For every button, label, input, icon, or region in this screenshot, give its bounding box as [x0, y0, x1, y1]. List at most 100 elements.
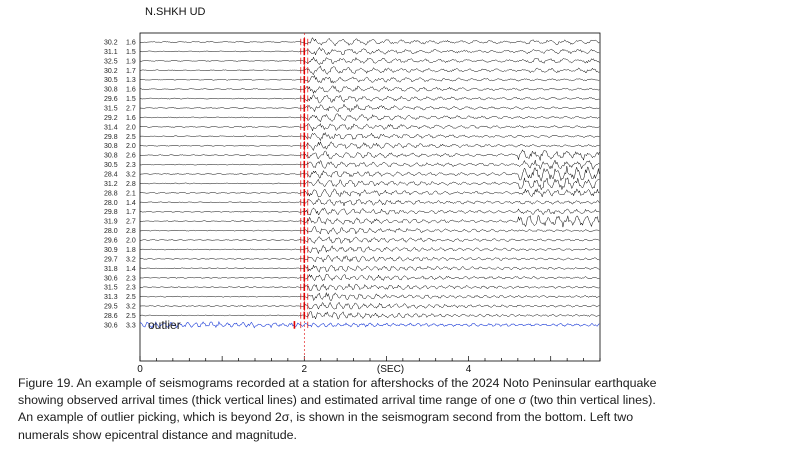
seismogram-trace [139, 273, 600, 282]
magnitude-label: 2.7 [126, 106, 136, 113]
magnitude-label: 1.6 [126, 115, 136, 122]
figure-caption: Figure 19. An example of seismograms rec… [18, 375, 788, 444]
x-tick-label: 4 [466, 364, 472, 375]
magnitude-label: 2.5 [126, 313, 136, 320]
seismogram-trace [139, 46, 600, 56]
magnitude-label: 2.8 [126, 181, 136, 188]
x-tick-label: 2 [302, 364, 308, 375]
distance-label: 30.8 [104, 143, 118, 150]
seismogram-trace [139, 65, 600, 76]
seismogram-trace [140, 264, 600, 273]
magnitude-label: 1.5 [126, 96, 136, 103]
station-label: N.SHKH UD [145, 6, 206, 18]
seismogram-trace [139, 225, 600, 235]
outlier-trace [139, 320, 600, 329]
magnitude-label: 3.3 [126, 322, 136, 329]
distance-label: 31.5 [104, 285, 118, 292]
magnitude-label: 2.0 [126, 143, 136, 150]
seismogram-trace [139, 56, 600, 66]
distance-label: 31.8 [104, 266, 118, 273]
magnitude-label: 1.4 [126, 200, 136, 207]
distance-label: 30.6 [104, 275, 118, 282]
distance-label: 30.5 [104, 77, 118, 84]
seismogram-trace [139, 292, 600, 302]
seismogram-trace [139, 198, 600, 207]
distance-label: 29.5 [104, 304, 118, 311]
distance-label: 29.7 [104, 256, 118, 263]
seismogram-trace [140, 74, 600, 84]
distance-label: 31.9 [104, 219, 118, 226]
distance-label: 30.5 [104, 162, 118, 169]
seismogram-trace [139, 207, 600, 216]
distance-label: 30.8 [104, 87, 118, 94]
distance-label: 29.2 [104, 115, 118, 122]
distance-label: 29.6 [104, 238, 118, 245]
seismogram-trace [139, 141, 600, 152]
magnitude-label: 2.0 [126, 124, 136, 131]
distance-label: 31.4 [104, 124, 118, 131]
magnitude-label: 3.2 [126, 256, 136, 263]
magnitude-label: 1.8 [126, 247, 136, 254]
magnitude-label: 1.4 [126, 266, 136, 273]
distance-label: 30.2 [104, 40, 118, 47]
seismogram-trace [139, 113, 600, 123]
distance-label: 30.2 [104, 68, 118, 75]
seismogram-trace [139, 159, 600, 170]
magnitude-label: 2.0 [126, 238, 136, 245]
outlier-label: outlier [148, 318, 181, 332]
seismogram-trace [139, 244, 600, 255]
caption-line: showing observed arrival times (thick ve… [18, 393, 656, 408]
seismogram-trace [139, 131, 600, 142]
distance-label: 28.8 [104, 190, 118, 197]
seismogram-trace [139, 176, 600, 191]
distance-label: 28.0 [104, 228, 118, 235]
seismogram-trace [139, 122, 600, 132]
seismogram-trace [139, 103, 600, 113]
distance-label: 28.4 [104, 172, 118, 179]
seismogram-trace [139, 94, 600, 104]
magnitude-label: 1.7 [126, 68, 136, 75]
magnitude-label: 1.3 [126, 77, 136, 84]
distance-label: 32.5 [104, 58, 118, 65]
magnitude-label: 1.7 [126, 209, 136, 216]
distance-label: 28.6 [104, 313, 118, 320]
caption-line: Figure 19. An example of seismograms rec… [18, 376, 657, 390]
distance-label: 31.1 [104, 49, 118, 56]
caption-line: An example of outlier picking, which is … [18, 410, 634, 425]
seismogram-trace [139, 187, 600, 198]
magnitude-label: 2.6 [126, 153, 136, 160]
magnitude-label: 2.3 [126, 285, 136, 292]
magnitude-label: 2.3 [126, 275, 136, 282]
caption-line: numerals show epicentral distance and ma… [18, 427, 297, 442]
seismogram-trace [139, 236, 600, 244]
magnitude-label: 2.8 [126, 228, 136, 235]
distance-label: 30.6 [104, 322, 118, 329]
magnitude-label: 3.2 [126, 172, 136, 179]
x-axis-label: (SEC) [377, 364, 404, 375]
magnitude-label: 1.5 [126, 49, 136, 56]
magnitude-label: 1.9 [126, 58, 136, 65]
seismogram-chart: 0 2 4 (SEC) 30.2 1.6 31.1 1.5 32.5 1.9 30.2 1.7 30.5… [104, 32, 601, 375]
magnitude-label: 1.6 [126, 87, 136, 94]
seismogram-trace [139, 149, 600, 161]
distance-label: 31.2 [104, 181, 118, 188]
seismogram-trace [139, 283, 600, 291]
seismogram-trace [139, 85, 600, 95]
seismogram-trace [139, 254, 600, 263]
magnitude-label: 2.1 [126, 190, 136, 197]
distance-label: 31.5 [104, 106, 118, 113]
distance-label: 28.0 [104, 200, 118, 207]
seismogram-trace [139, 214, 600, 228]
magnitude-label: 2.3 [126, 162, 136, 169]
seismogram-trace [140, 301, 600, 310]
distance-label: 29.6 [104, 96, 118, 103]
distance-label: 30.8 [104, 153, 118, 160]
magnitude-label: 2.7 [126, 219, 136, 226]
seismogram-trace [140, 311, 600, 320]
magnitude-label: 1.6 [126, 40, 136, 47]
distance-label: 29.8 [104, 134, 118, 141]
distance-label: 29.8 [104, 209, 118, 216]
seismogram-trace [139, 37, 600, 47]
plot-frame [139, 32, 601, 362]
magnitude-label: 3.2 [126, 304, 136, 311]
